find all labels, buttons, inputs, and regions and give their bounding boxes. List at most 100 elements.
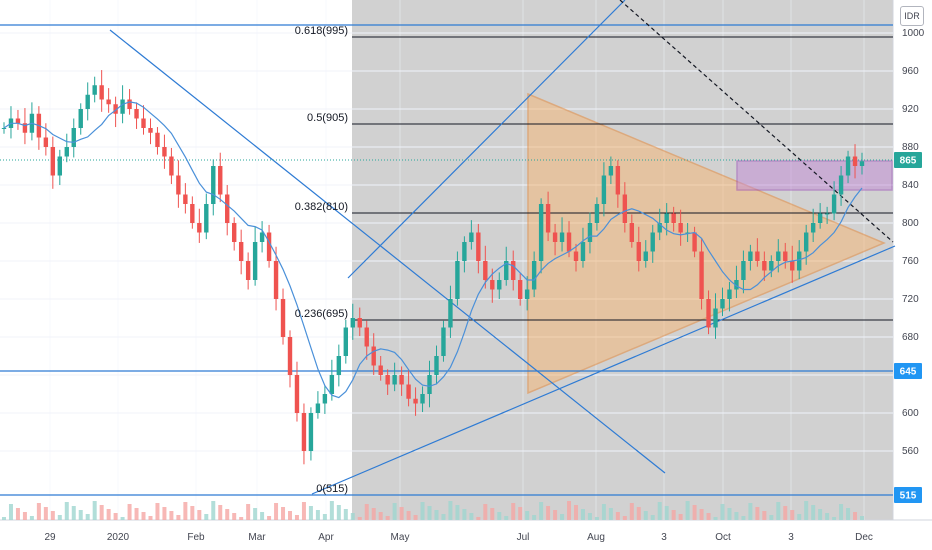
candle-body [859, 161, 865, 166]
candle-body [845, 156, 851, 176]
fib-level-label: 0.5(905) [307, 112, 348, 124]
candle-body [301, 413, 307, 451]
candle-body [594, 204, 600, 223]
trendline-dashed-resistance[interactable] [619, 0, 894, 243]
volume-bar [755, 507, 760, 520]
volume-bar [846, 508, 851, 520]
candle-body [169, 156, 174, 176]
volume-bar [78, 510, 83, 520]
volume-bar [120, 517, 125, 520]
trendline-support[interactable] [311, 245, 896, 495]
candle-body [1, 128, 7, 129]
volume-bar [797, 514, 802, 520]
volume-bar [601, 504, 606, 520]
price-axis-panel[interactable] [893, 0, 932, 520]
candle-body [797, 251, 802, 271]
volume-bar [281, 507, 286, 520]
candle-body [176, 175, 181, 195]
trendline-downtrend[interactable] [109, 29, 666, 474]
candle-body [511, 261, 516, 280]
price-tag-label: 645 [900, 367, 917, 378]
candle-body [636, 242, 641, 261]
candle-body [566, 232, 572, 252]
price-tag-bg [894, 363, 922, 379]
candle-body [204, 204, 209, 233]
volume-bar [71, 506, 76, 520]
volume-bar [706, 513, 711, 520]
candle-body [113, 104, 118, 114]
candle-body [762, 261, 767, 271]
candle-body [741, 261, 746, 280]
candle-body [790, 261, 795, 271]
time-axis-panel[interactable] [0, 520, 932, 550]
volume-bar [169, 511, 174, 520]
candle-body [259, 232, 265, 242]
volume-bar [15, 508, 20, 520]
candle-body [545, 204, 551, 233]
price-axis-tick: 800 [902, 218, 919, 229]
price-tag-label: 515 [900, 491, 917, 502]
candles[interactable] [1, 70, 865, 465]
volume-bar [301, 502, 306, 520]
candle-body [57, 156, 63, 176]
candle-body [50, 147, 56, 176]
volume-bar [253, 508, 258, 520]
volume-bar [134, 508, 139, 520]
candle-body [462, 242, 467, 261]
currency-badge[interactable]: IDR [900, 6, 924, 26]
volume-bar [322, 514, 327, 520]
candle-body [678, 223, 683, 233]
volume-bar [483, 504, 488, 520]
candle-body [155, 132, 160, 147]
candle-body [308, 413, 314, 451]
price-tag-bg [894, 152, 922, 168]
volume-bar [790, 510, 795, 520]
trendline-channel-upper[interactable] [347, 0, 626, 279]
price-tags: 865 645 515 [894, 152, 922, 503]
volume-bar [678, 514, 683, 520]
candle-body [524, 289, 530, 299]
volume-bar [553, 510, 558, 520]
volume-bar [183, 502, 188, 520]
candle-body [120, 99, 125, 114]
candle-body [322, 394, 328, 404]
volume-bar [85, 514, 90, 520]
volume-bar [776, 502, 781, 520]
candle-body [378, 365, 383, 375]
volume-bar [315, 510, 320, 520]
candle-body [371, 346, 376, 366]
time-axis-tick: 2020 [107, 532, 130, 543]
candle-body [15, 118, 21, 124]
volume-bar [50, 511, 55, 520]
price-axis-tick: 600 [902, 408, 919, 419]
volume-bar [64, 502, 69, 520]
candle-body [134, 109, 139, 119]
price-axis-tick: 560 [902, 446, 919, 457]
candle-body [776, 251, 781, 261]
candle-body [587, 223, 593, 242]
candle-body [601, 175, 607, 204]
candle-body [64, 147, 69, 157]
candle-body [92, 85, 97, 95]
candle-body [538, 204, 544, 261]
volume-bar [539, 502, 544, 520]
resistance-box[interactable] [736, 160, 893, 191]
volume-bar [148, 516, 153, 520]
volume-bar [567, 501, 572, 520]
volume-bar [615, 512, 620, 520]
volume-bar [839, 504, 844, 520]
candle-body [469, 232, 474, 242]
candle-body [197, 223, 202, 233]
volume-bar [2, 517, 6, 520]
time-axis-tick: Oct [715, 532, 731, 543]
candle-body [441, 327, 446, 356]
volume-bar [29, 516, 34, 520]
candle-body [231, 223, 237, 242]
candle-body [343, 327, 349, 356]
volume-bar [260, 512, 265, 520]
volume-bar [106, 509, 111, 520]
volume-bar [22, 512, 27, 520]
volume-bar [455, 505, 460, 520]
volume-bar [560, 514, 565, 520]
